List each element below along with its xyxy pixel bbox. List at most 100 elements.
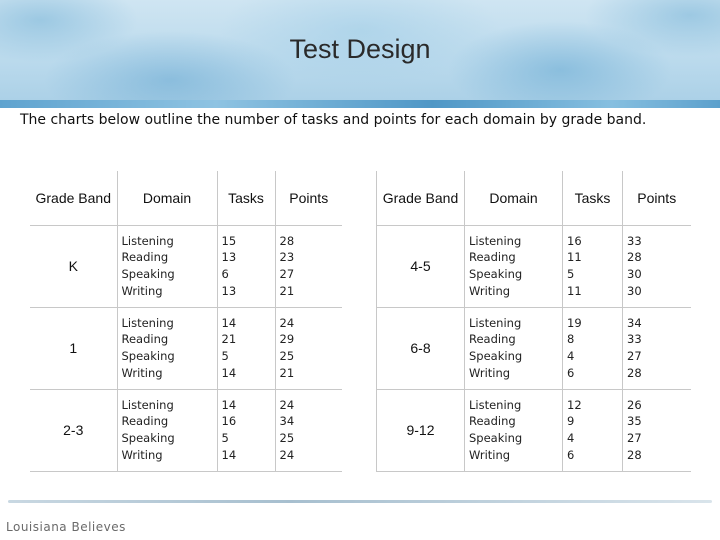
banner-accent-strip xyxy=(0,100,720,108)
domain-item: Reading xyxy=(121,332,169,347)
table-header-row: Grade Band Domain Tasks Points xyxy=(376,171,691,226)
domain-cell: Listening Reading Speaking Writing xyxy=(116,388,218,472)
tasks-value: 16 xyxy=(221,414,237,429)
points-value: 28 xyxy=(279,233,295,248)
domain-item: Speaking xyxy=(469,267,523,281)
header-domain: Domain xyxy=(116,171,218,226)
tasks-value: 11 xyxy=(567,250,582,265)
points-cell: 24 29 25 21 xyxy=(274,306,342,390)
table-row: 2-3 Listening Reading Speaking Writing 1… xyxy=(30,388,342,472)
points-value: 30 xyxy=(627,283,642,298)
domain-item: Listening xyxy=(469,233,522,248)
table-row: 4-5 Listening Reading Speaking Writing 1… xyxy=(376,224,691,308)
points-value: 24 xyxy=(279,315,295,330)
points-value: 25 xyxy=(279,349,295,363)
points-value: 27 xyxy=(627,431,642,445)
table-row: 9-12 Listening Reading Speaking Writing … xyxy=(376,388,691,472)
tasks-cell: 15 13 6 13 xyxy=(216,224,276,308)
grade-band-table-right: Grade Band Domain Tasks Points 4-5 Liste… xyxy=(376,171,691,472)
domain-item: Reading xyxy=(469,250,516,265)
points-value: 28 xyxy=(627,365,642,380)
tasks-value: 6 xyxy=(567,365,575,380)
tasks-value: 13 xyxy=(221,283,237,298)
header-domain: Domain xyxy=(464,171,563,226)
tasks-value: 15 xyxy=(221,233,237,248)
header-tasks: Tasks xyxy=(562,171,623,226)
grade-band-cell: 9-12 xyxy=(376,388,465,472)
domain-item: Writing xyxy=(121,283,163,298)
domain-item: Listening xyxy=(469,315,522,330)
domain-item: Speaking xyxy=(121,349,175,363)
table-row: 1 Listening Reading Speaking Writing 14 … xyxy=(30,306,342,390)
table-header-row: Grade Band Domain Tasks Points xyxy=(30,171,342,226)
domain-item: Writing xyxy=(469,365,511,380)
header-banner xyxy=(0,0,720,108)
points-value: 33 xyxy=(627,233,642,248)
domain-item: Reading xyxy=(121,250,169,265)
grade-band-cell: 1 xyxy=(30,306,118,390)
points-cell: 28 23 27 21 xyxy=(274,224,342,308)
points-value: 21 xyxy=(279,365,295,380)
tasks-cell: 12 9 4 6 xyxy=(562,388,623,472)
points-value: 28 xyxy=(627,250,642,265)
tasks-value: 4 xyxy=(567,431,575,445)
points-value: 24 xyxy=(279,397,295,412)
tasks-value: 19 xyxy=(567,315,582,330)
tasks-value: 6 xyxy=(221,267,229,281)
grade-band-cell: 2-3 xyxy=(30,388,118,472)
points-value: 25 xyxy=(279,431,295,445)
points-value: 29 xyxy=(279,332,295,347)
tasks-cell: 19 8 4 6 xyxy=(562,306,623,390)
grade-band-table-left: Grade Band Domain Tasks Points K Listeni… xyxy=(30,171,342,472)
grade-band-cell: K xyxy=(30,224,118,308)
points-value: 33 xyxy=(627,332,642,347)
header-points: Points xyxy=(274,171,342,226)
table-row: K Listening Reading Speaking Writing 15 … xyxy=(30,224,342,308)
domain-cell: Listening Reading Speaking Writing xyxy=(116,224,218,308)
points-value: 26 xyxy=(627,397,642,412)
domain-item: Listening xyxy=(469,397,522,412)
grade-band-cell: 4-5 xyxy=(376,224,465,308)
points-cell: 33 28 30 30 xyxy=(622,224,691,308)
domain-item: Reading xyxy=(121,414,169,429)
page-title: Test Design xyxy=(289,34,431,64)
tasks-value: 14 xyxy=(221,365,237,380)
domain-cell: Listening Reading Speaking Writing xyxy=(464,224,563,308)
domain-item: Reading xyxy=(469,414,516,429)
tasks-cell: 14 16 5 14 xyxy=(216,388,276,472)
tasks-value: 14 xyxy=(221,447,237,462)
tasks-value: 5 xyxy=(221,431,229,445)
tasks-value: 5 xyxy=(567,267,575,281)
points-value: 35 xyxy=(627,414,642,429)
domain-item: Writing xyxy=(121,365,163,380)
header-tasks: Tasks xyxy=(216,171,276,226)
domain-item: Listening xyxy=(121,233,174,248)
tasks-value: 6 xyxy=(567,447,575,462)
domain-item: Writing xyxy=(121,447,163,462)
points-value: 27 xyxy=(627,349,642,363)
tasks-cell: 16 11 5 11 xyxy=(562,224,623,308)
tasks-value: 21 xyxy=(221,332,237,347)
points-value: 24 xyxy=(279,447,295,462)
tasks-value: 14 xyxy=(221,397,237,412)
domain-item: Speaking xyxy=(121,267,175,281)
points-value: 30 xyxy=(627,267,642,281)
tasks-value: 9 xyxy=(567,414,575,429)
points-value: 28 xyxy=(627,447,642,462)
tasks-value: 8 xyxy=(567,332,575,347)
domain-item: Writing xyxy=(469,447,511,462)
domain-cell: Listening Reading Speaking Writing xyxy=(464,306,563,390)
points-cell: 24 34 25 24 xyxy=(274,388,342,472)
header-grade-band: Grade Band xyxy=(376,171,465,226)
points-value: 34 xyxy=(279,414,295,429)
domain-item: Reading xyxy=(469,332,516,347)
grade-band-cell: 6-8 xyxy=(376,306,465,390)
tasks-value: 12 xyxy=(567,397,582,412)
points-cell: 34 33 27 28 xyxy=(622,306,691,390)
header-points: Points xyxy=(622,171,691,226)
page-subtitle: The charts below outline the number of t… xyxy=(20,112,647,128)
table-row: 6-8 Listening Reading Speaking Writing 1… xyxy=(376,306,691,390)
domain-cell: Listening Reading Speaking Writing xyxy=(116,306,218,390)
points-value: 21 xyxy=(279,283,295,298)
points-value: 23 xyxy=(279,250,295,265)
